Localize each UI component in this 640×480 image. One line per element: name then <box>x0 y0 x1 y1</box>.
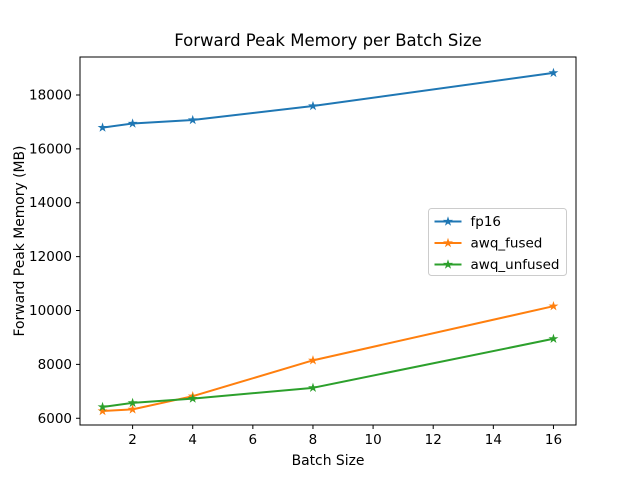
y-axis-label: Forward Peak Memory (MB) <box>12 146 28 337</box>
marker-star-fp16 <box>187 114 198 125</box>
marker-star-awq_fused <box>97 405 108 416</box>
x-tick-label: 2 <box>128 432 137 448</box>
marker-star-fp16 <box>127 118 138 128</box>
y-tick-label: 10000 <box>29 303 72 319</box>
legend-marker-fp16 <box>443 216 453 226</box>
marker-star-awq_fused <box>548 300 559 311</box>
series-layer <box>97 67 559 416</box>
x-axis-label: Batch Size <box>292 453 365 469</box>
y-tick-label: 16000 <box>29 141 72 157</box>
y-tick-label: 12000 <box>29 249 72 265</box>
marker-star-awq_unfused <box>548 333 559 343</box>
marker-star-awq_unfused <box>127 397 138 408</box>
marker-star-fp16 <box>548 67 559 78</box>
legend-label-fp16: fp16 <box>471 214 502 230</box>
x-tick-label: 6 <box>249 432 258 448</box>
y-tick-label: 14000 <box>29 195 72 211</box>
legend-label-awq_fused: awq_fused <box>471 236 543 252</box>
y-tick-label: 8000 <box>38 357 72 373</box>
legend-marker-awq_fused <box>443 237 453 248</box>
x-tick-label: 16 <box>545 432 562 448</box>
x-tick-label: 12 <box>425 432 442 448</box>
legend-box <box>428 208 567 276</box>
marker-star-fp16 <box>308 100 318 111</box>
legend: fp16 awq_fused awq_unfused <box>428 208 567 276</box>
y-tick-label: 6000 <box>38 411 72 427</box>
marker-star-awq_unfused <box>308 382 318 393</box>
y-tick-label: 18000 <box>29 87 72 103</box>
marker-star-awq_unfused <box>187 393 198 403</box>
marker-star-awq_fused <box>308 355 318 365</box>
marker-star-awq_fused <box>127 404 138 414</box>
x-tick-label: 4 <box>188 432 197 448</box>
marker-star-awq_unfused <box>97 401 108 412</box>
legend-marker-awq_unfused <box>443 259 453 269</box>
legend-label-awq_unfused: awq_unfused <box>471 257 560 273</box>
x-tick-label: 8 <box>309 432 318 448</box>
chart-title: Forward Peak Memory per Batch Size <box>174 31 482 50</box>
marker-star-fp16 <box>97 122 108 132</box>
x-tick-label: 10 <box>364 432 381 448</box>
x-tick-label: 14 <box>485 432 502 448</box>
